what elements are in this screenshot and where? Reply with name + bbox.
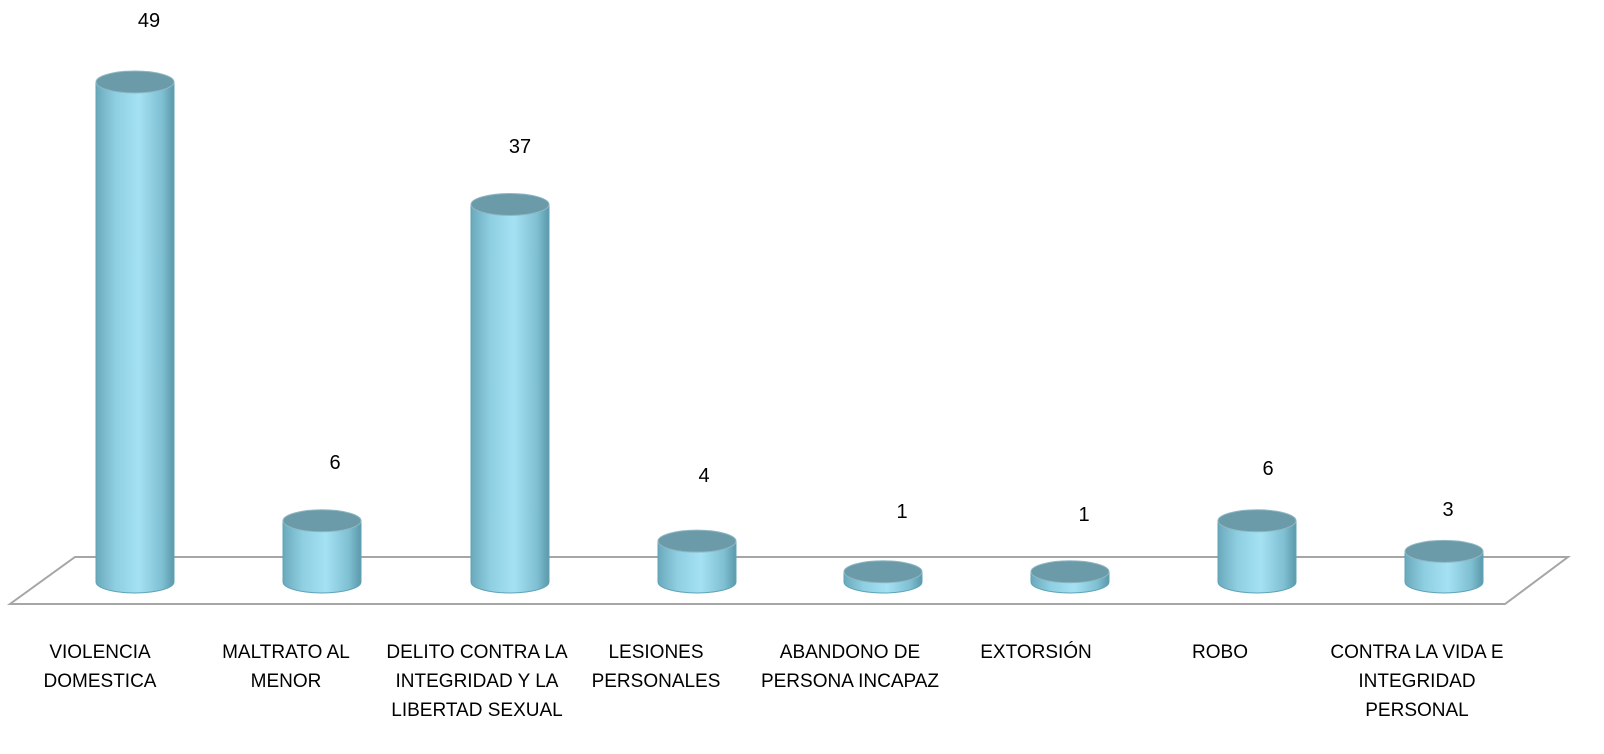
bar-body bbox=[657, 540, 737, 594]
category-label: MALTRATO AL MENOR bbox=[222, 642, 350, 692]
bar-body bbox=[95, 81, 175, 594]
bar-body bbox=[1404, 550, 1484, 594]
bar-2 bbox=[282, 509, 362, 594]
floor-outline bbox=[6, 556, 1572, 605]
bar-3 bbox=[470, 192, 550, 594]
category-label: EXTORSIÓN bbox=[980, 642, 1092, 663]
value-label: 6 bbox=[1262, 458, 1273, 480]
value-label: 49 bbox=[138, 10, 160, 32]
bar-body bbox=[282, 520, 362, 594]
value-label: 4 bbox=[698, 465, 709, 487]
bar-body bbox=[470, 203, 550, 594]
bar-top-cap bbox=[95, 70, 175, 94]
bar-top-cap bbox=[282, 509, 362, 533]
category-label: DELITO CONTRA LA INTEGRIDAD Y LA LIBERTA… bbox=[386, 642, 568, 721]
bar-body bbox=[1217, 520, 1297, 594]
bar-8 bbox=[1404, 539, 1484, 594]
category-label: VIOLENCIA DOMESTICA bbox=[43, 642, 157, 692]
value-labels-group: 49 6 37 4 1 1 6 3 bbox=[138, 10, 1454, 526]
bars-group bbox=[95, 70, 1484, 594]
category-label: LESIONES PERSONALES bbox=[591, 642, 721, 692]
bar-6 bbox=[1030, 560, 1110, 594]
value-label: 1 bbox=[1078, 504, 1089, 526]
value-label: 6 bbox=[329, 452, 340, 474]
category-label: ROBO bbox=[1192, 642, 1248, 663]
bar-5 bbox=[843, 560, 923, 594]
category-label: ABANDONO DE PERSONA INCAPAZ bbox=[760, 642, 940, 692]
bar-top-cap bbox=[1030, 560, 1110, 584]
bar-top-cap bbox=[843, 560, 923, 584]
bar-top-cap bbox=[470, 192, 550, 216]
bar-top-cap bbox=[1404, 539, 1484, 563]
bar-1 bbox=[95, 70, 175, 594]
bar-4 bbox=[657, 529, 737, 594]
bar-top-cap bbox=[1217, 509, 1297, 533]
category-label: CONTRA LA VIDA E INTEGRIDAD PERSONAL bbox=[1330, 642, 1504, 721]
value-label: 1 bbox=[896, 501, 907, 523]
chart-floor bbox=[6, 556, 1572, 605]
value-label: 37 bbox=[509, 136, 531, 158]
bar-top-cap bbox=[657, 529, 737, 553]
value-label: 3 bbox=[1442, 499, 1453, 521]
bar-7 bbox=[1217, 509, 1297, 594]
